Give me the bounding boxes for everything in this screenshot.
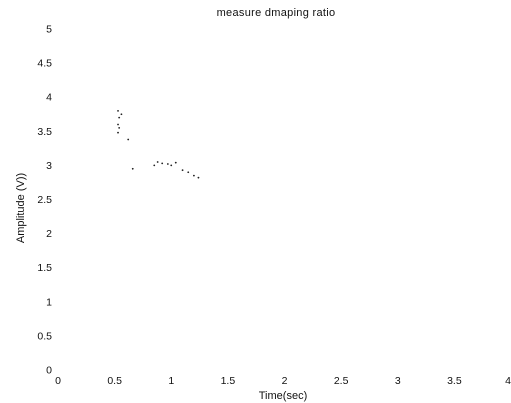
x-tick-label: 1.5	[221, 375, 236, 387]
data-point	[181, 169, 184, 172]
x-tick-label: 2.5	[334, 375, 349, 387]
data-point	[117, 109, 119, 112]
data-point	[156, 161, 159, 163]
data-point	[118, 116, 121, 119]
data-point	[197, 176, 200, 179]
x-tick-label: 0	[55, 375, 61, 387]
data-point	[153, 164, 156, 167]
x-tick-label: 3.5	[447, 375, 462, 387]
data-point	[120, 113, 123, 116]
chart-title: measure dmaping ratio	[217, 7, 336, 19]
y-tick-label: 2.5	[37, 194, 52, 206]
data-point	[117, 123, 119, 126]
data-point	[161, 162, 164, 165]
x-tick-label: 2	[282, 375, 288, 387]
y-tick-label: 2	[46, 228, 52, 240]
data-point	[174, 161, 177, 164]
data-point	[166, 163, 169, 165]
data-point	[118, 126, 121, 129]
y-tick-label: 3	[46, 160, 52, 172]
data-point	[193, 174, 195, 177]
plot-area: 0 0.5 1 1.5 2 2.5 3 3.5 4 0 0.5 1 1.5 2 2.5 3 3.5 4 4.5 5	[37, 24, 511, 388]
x-tick-label: 4	[505, 375, 511, 387]
y-tick-label: 0.5	[37, 330, 52, 342]
data-point	[187, 171, 190, 174]
y-tick-label: 5	[46, 24, 52, 36]
x-tick-label: 1	[168, 375, 174, 387]
x-tick-label: 0.5	[107, 375, 122, 387]
data-point	[117, 131, 119, 134]
y-tick-label: 0	[46, 365, 52, 377]
x-tick-label: 3	[395, 375, 401, 387]
y-tick-label: 4.5	[37, 58, 52, 70]
data-point	[127, 138, 130, 141]
y-axis-title: Amplitude (V))	[15, 173, 27, 243]
data-point	[170, 164, 173, 167]
x-axis-title: Time(sec)	[259, 390, 307, 402]
y-tick-label: 1.5	[37, 262, 52, 274]
y-tick-label: 1	[46, 296, 52, 308]
y-tick-label: 3.5	[37, 126, 52, 138]
y-tick-label: 4	[46, 92, 52, 104]
data-point	[131, 167, 134, 170]
